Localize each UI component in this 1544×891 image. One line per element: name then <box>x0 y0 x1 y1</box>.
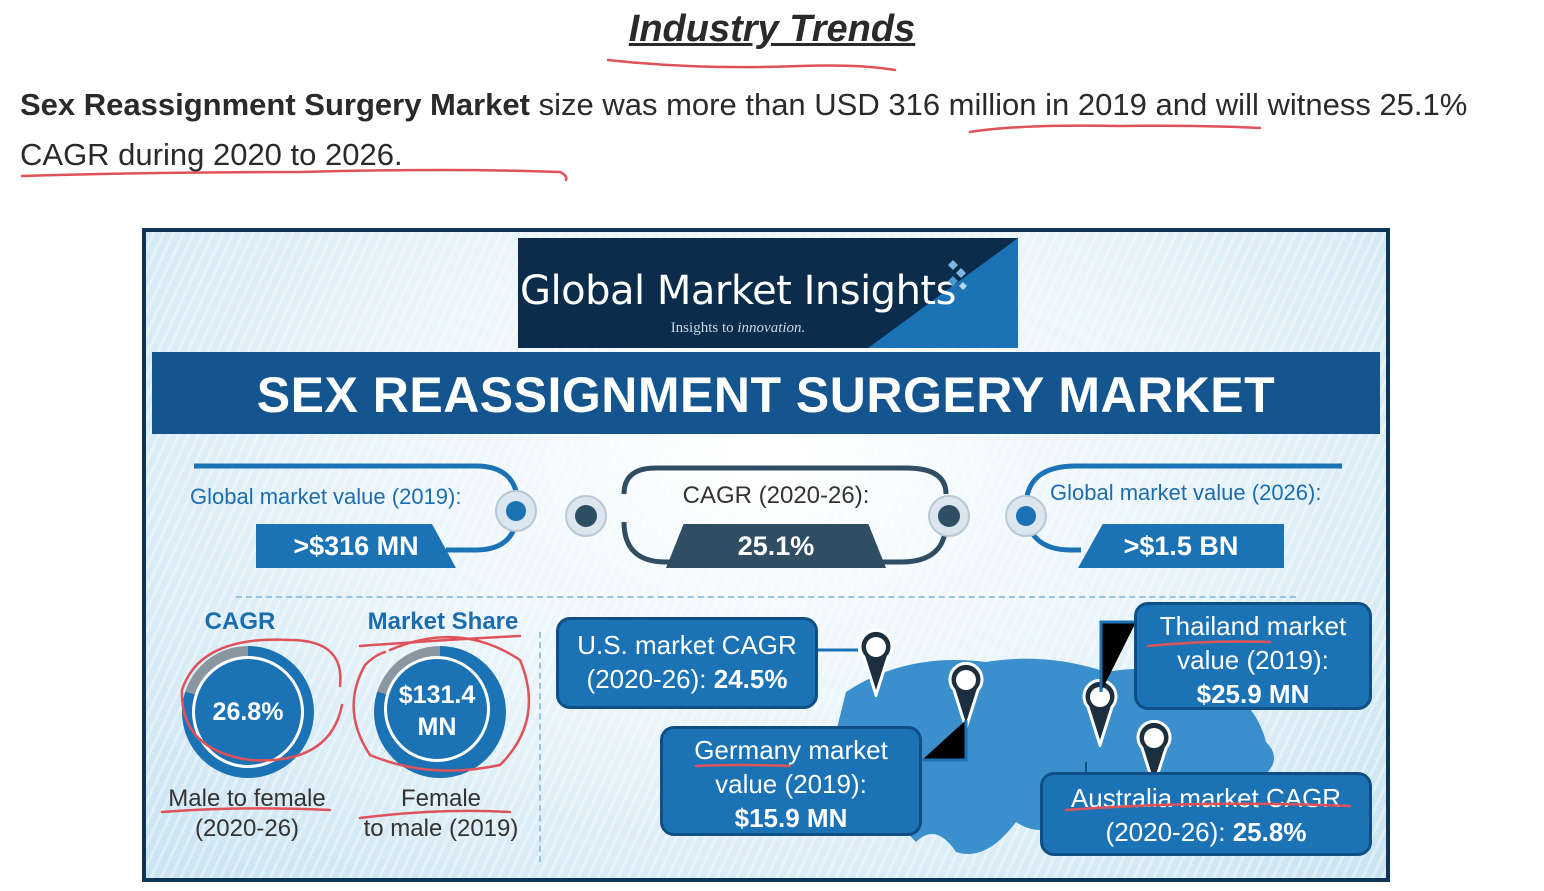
intro-text: size was more than USD 316 million in 20… <box>20 87 1468 172</box>
heading-underline-mark <box>606 58 897 72</box>
germany-callout-line1: Germany market <box>694 735 888 765</box>
logo-title: Global Market Insights <box>520 268 956 314</box>
title-band: SEX REASSIGNMENT SURGERY MARKET <box>152 352 1380 434</box>
infographic-title: SEX REASSIGNMENT SURGERY MARKET <box>256 367 1276 423</box>
map-pin-us-icon <box>858 628 894 697</box>
page-heading: Industry Trends <box>628 8 916 50</box>
section-divider <box>236 596 1296 598</box>
us-callout-line1: U.S. market CAGR <box>577 630 797 660</box>
us-callout-value: 24.5% <box>713 664 788 694</box>
map-pin-australia-icon <box>1136 719 1172 788</box>
intro-paragraph: Sex Reassignment Surgery Market size was… <box>20 80 1520 180</box>
us-callout-line2: (2020-26): 24.5% <box>559 662 815 696</box>
logo-accent <box>868 238 1018 348</box>
cagr-value: 25.1% <box>666 524 886 568</box>
germany-callout-line2: value (2019): <box>715 769 867 799</box>
australia-callout-prefix: (2020-26): <box>1105 817 1233 847</box>
market-share-caption: Female to male (2019) <box>346 784 536 844</box>
australia-callout-line1: Australia market CAGR <box>1070 783 1342 813</box>
cagr-heading: CAGR <box>204 608 276 635</box>
intro-bold: Sex Reassignment Surgery Market <box>20 87 530 122</box>
logo-diamonds-icon <box>948 260 967 290</box>
map-pin-germany-icon <box>948 661 984 730</box>
infographic-image: Global Market Insights Insights to innov… <box>142 228 1390 882</box>
vertical-divider <box>539 632 541 862</box>
thailand-callout-line2: value (2019): <box>1177 645 1329 675</box>
stat-connectors <box>194 463 1342 565</box>
thailand-callout-line1: Thailand market <box>1159 611 1347 641</box>
germany-callout-value: $15.9 MN <box>734 803 848 833</box>
logo-tagline-prefix: Insights to <box>670 320 738 336</box>
callout-connectors <box>814 620 1156 792</box>
logo-tagline: Insights to innovation. <box>518 320 958 337</box>
thailand-market-callout: Thailand market value (2019): $25.9 MN <box>1134 602 1372 710</box>
logo-banner: Global Market Insights Insights to innov… <box>518 238 1018 348</box>
germany-market-callout: Germany market value (2019): $15.9 MN <box>660 726 922 836</box>
market-share-caption-line2: to male (2019) <box>363 815 519 842</box>
global-2026-label: Global market value (2026): <box>1050 480 1322 505</box>
us-callout-prefix: (2020-26): <box>586 664 714 694</box>
cagr-label: CAGR (2020-26): <box>682 482 870 509</box>
market-share-caption-line1: Female <box>400 785 482 812</box>
thailand-callout-value: $25.9 MN <box>1196 679 1310 709</box>
australia-callout-value: 25.8% <box>1232 817 1307 847</box>
global-2019-label: Global market value (2019): <box>190 484 462 509</box>
global-2019-value: >$316 MN <box>256 524 456 568</box>
us-market-callout: U.S. market CAGR (2020-26): 24.5% <box>556 617 818 709</box>
australia-market-callout: Australia market CAGR (2020-26): 25.8% <box>1040 772 1372 856</box>
cagr-caption-line2: (2020-26) <box>194 815 300 842</box>
australia-callout-line2: (2020-26): 25.8% <box>1043 815 1369 849</box>
logo-tagline-em: innovation. <box>737 320 806 336</box>
market-share-heading: Market Share <box>367 608 519 635</box>
global-2026-value: >$1.5 BN <box>1078 524 1284 568</box>
